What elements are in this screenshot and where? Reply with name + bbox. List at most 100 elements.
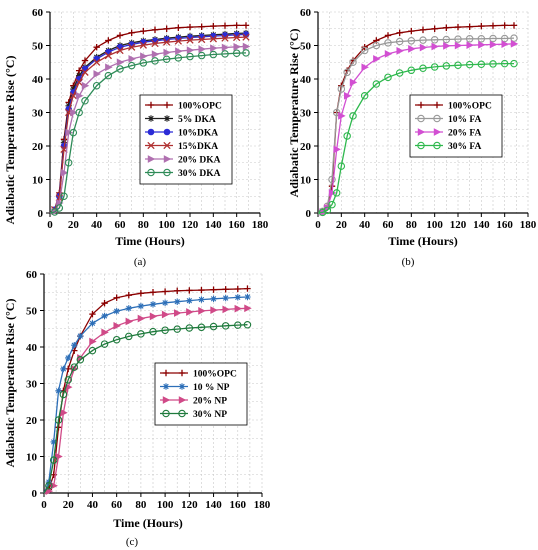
data-point — [50, 208, 59, 216]
series-line — [43, 307, 248, 494]
y-tick-label: 30 — [32, 108, 44, 120]
data-point — [175, 24, 182, 31]
y-tick-label: 20 — [300, 141, 312, 153]
data-point — [244, 304, 252, 313]
data-point — [70, 108, 78, 117]
data-point — [137, 290, 145, 297]
x-tick-label: 20 — [63, 499, 75, 511]
y-tick-label: 40 — [300, 74, 312, 86]
data-point — [443, 24, 450, 31]
legend-marker — [162, 396, 171, 404]
legend-marker — [178, 369, 186, 377]
data-point — [210, 44, 218, 53]
legend-marker — [163, 115, 171, 122]
x-tick-label: 40 — [87, 499, 99, 511]
data-point — [128, 43, 136, 51]
y-tick-label: 40 — [26, 342, 38, 354]
data-point — [125, 332, 133, 341]
legend-marker — [433, 114, 441, 123]
legend-marker — [162, 383, 170, 390]
legend-marker — [147, 101, 155, 109]
data-point — [140, 27, 147, 35]
x-tick-label: 40 — [91, 219, 103, 231]
data-point — [349, 78, 358, 87]
y-tick-label: 50 — [300, 41, 312, 53]
legend-marker — [178, 409, 186, 418]
data-point — [163, 48, 171, 57]
legend-label: 30% DKA — [178, 169, 221, 179]
data-point — [222, 305, 230, 314]
data-point — [173, 325, 181, 333]
x-tick-label: 140 — [205, 219, 222, 231]
legend-marker — [417, 114, 425, 123]
data-point — [186, 52, 194, 61]
data-point — [162, 55, 171, 63]
data-point — [55, 387, 62, 394]
data-point — [125, 317, 134, 326]
legend-label: 10% FA — [448, 115, 481, 125]
data-point — [49, 456, 58, 464]
data-point — [77, 332, 84, 340]
y-axis-label-a: Adiabatic Temperature Rise (°C) — [3, 56, 17, 225]
data-point — [328, 200, 336, 209]
data-point — [161, 288, 169, 295]
x-tick-label: 100 — [426, 219, 443, 231]
data-point — [163, 25, 170, 32]
y-tick-label: 0 — [306, 208, 312, 220]
data-point — [75, 78, 83, 87]
data-point — [210, 295, 217, 303]
data-point — [198, 296, 205, 303]
data-point — [127, 61, 136, 70]
data-point — [186, 46, 195, 55]
legend-marker — [147, 168, 155, 177]
data-point — [337, 162, 346, 170]
data-point — [510, 22, 518, 29]
data-point — [69, 92, 77, 100]
x-tick-label: 160 — [230, 499, 247, 511]
panel-a: Adiabatic Temperature Rise (°C) Time (Ho… — [3, 7, 269, 268]
series-line — [43, 296, 248, 494]
data-point — [185, 324, 194, 332]
data-point — [149, 327, 157, 336]
data-point — [222, 286, 229, 293]
data-point — [360, 92, 369, 100]
data-point — [510, 39, 519, 48]
legend-marker — [417, 128, 426, 136]
data-point — [113, 308, 120, 315]
y-tick-label: 10 — [26, 452, 38, 464]
legend-marker — [433, 101, 441, 109]
legend-label: 100%OPC — [448, 102, 492, 112]
data-point — [510, 59, 518, 68]
x-tick-label: 0 — [41, 499, 47, 511]
data-point — [64, 159, 73, 167]
data-point — [221, 22, 229, 29]
data-point — [93, 43, 100, 51]
data-point — [234, 304, 243, 313]
data-point — [93, 58, 101, 66]
data-point — [125, 305, 132, 312]
data-point — [430, 36, 439, 44]
data-point — [174, 37, 182, 45]
data-point — [151, 57, 159, 65]
data-point — [419, 36, 427, 44]
data-point — [454, 61, 462, 70]
data-point — [60, 408, 68, 417]
panel-c: Adiabatic Temperature Rise (°C) Time (Ho… — [3, 269, 271, 548]
legend-label: 20% FA — [448, 129, 481, 139]
data-point — [70, 85, 77, 93]
data-point — [161, 310, 170, 319]
data-point — [198, 35, 206, 44]
x-tick-label: 120 — [450, 219, 467, 231]
data-point — [243, 320, 252, 329]
data-point — [430, 63, 439, 71]
data-point — [174, 309, 182, 317]
data-point — [104, 71, 113, 80]
data-point — [221, 322, 230, 330]
data-point — [408, 44, 416, 53]
data-point — [323, 206, 332, 215]
data-point — [116, 58, 125, 67]
plot-area-a: 0 20 40 60 80 100 120 140 160 180 0 10 20 30 40 50 60 100… — [32, 7, 269, 231]
y-tick-label: 10 — [300, 175, 312, 187]
data-point — [477, 35, 486, 43]
data-point — [54, 416, 63, 424]
